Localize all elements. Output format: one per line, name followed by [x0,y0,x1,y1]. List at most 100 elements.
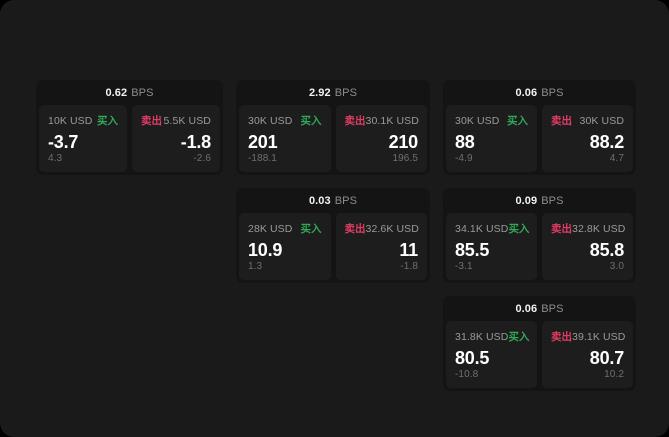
buy-footer-value: -10.8 [455,369,479,380]
buy-amount-label: 31.8K USD [455,330,509,343]
buy-side-label: 买入 [300,115,322,127]
buy-panel[interactable]: 31.8K USD 买入 80.5 -10.8 [446,321,537,388]
buy-panel-header: 10K USD 买入 [48,114,118,128]
buy-amount-label: 34.1K USD [455,222,509,235]
buy-panel[interactable]: 34.1K USD 买入 85.5 -3.1 [446,213,537,280]
buy-panel-header: 28K USD 买入 [248,222,322,236]
sell-value: 80.7 [589,347,624,368]
sell-value: -1.8 [180,131,211,152]
buy-side-label: 买入 [300,223,322,235]
buy-side-label: 买入 [97,115,118,127]
sell-panel-header: 卖出 30.1K USD [344,114,419,128]
sell-side-label: 卖出 [551,331,572,343]
buy-amount-label: 30K USD [248,114,293,127]
sell-panel[interactable]: 卖出 39.1K USD 80.7 10.2 [542,321,633,388]
buy-side-label: 买入 [507,115,528,127]
buy-value: 88 [455,131,475,152]
sell-panel-header: 卖出 5.5K USD [141,114,211,128]
bps-unit-label: BPS [131,86,154,99]
bps-unit-label: BPS [541,86,564,99]
card-body: 30K USD 买入 201 -188.1 卖出 30.1K USD 210 1… [236,105,430,175]
sell-amount-label: 39.1K USD [572,330,626,343]
card-body: 34.1K USD 买入 85.5 -3.1 卖出 32.8K USD 85.8… [443,213,636,283]
card-header: 2.92 BPS [236,80,430,105]
sell-panel-header: 卖出 39.1K USD [551,330,626,344]
quote-card[interactable]: 0.06 BPS 30K USD 买入 88 -4.9 卖出 [443,80,636,175]
quote-card[interactable]: 2.92 BPS 30K USD 买入 201 -188.1 卖出 [236,80,430,175]
quote-column-1: 0.62 BPS 10K USD 买入 -3.7 4.3 卖出 [36,80,223,175]
sell-panel[interactable]: 卖出 32.6K USD 11 -1.8 [335,213,427,280]
buy-panel[interactable]: 28K USD 买入 10.9 1.3 [239,213,331,280]
buy-panel[interactable]: 30K USD 买入 88 -4.9 [446,105,537,172]
sell-footer-value: 196.5 [392,153,418,164]
card-body: 31.8K USD 买入 80.5 -10.8 卖出 39.1K USD 80.… [443,321,636,391]
sell-footer-value: -1.8 [400,261,418,272]
sell-side-label: 卖出 [551,223,572,235]
bps-value: 0.62 [105,86,128,99]
sell-footer-value: -2.6 [193,153,211,164]
sell-amount-label: 30.1K USD [365,114,419,127]
quote-column-3: 0.06 BPS 30K USD 买入 88 -4.9 卖出 [443,80,636,391]
card-header: 0.03 BPS [236,188,430,213]
buy-panel-header: 31.8K USD 买入 [455,330,529,344]
bps-unit-label: BPS [541,194,564,207]
bps-unit-label: BPS [541,302,564,315]
sell-footer-value: 3.0 [609,261,624,272]
sell-value: 11 [399,239,418,260]
quote-card[interactable]: 0.09 BPS 34.1K USD 买入 85.5 -3.1 卖出 [443,188,636,283]
card-header: 0.09 BPS [443,188,636,213]
sell-value: 85.8 [589,239,624,260]
buy-panel-header: 30K USD 买入 [248,114,322,128]
quote-card[interactable]: 0.03 BPS 28K USD 买入 10.9 1.3 卖出 [236,188,430,283]
sell-side-label: 卖出 [141,115,162,127]
buy-value: 80.5 [455,347,490,368]
quote-column-2: 2.92 BPS 30K USD 买入 201 -188.1 卖出 [236,80,430,283]
sell-side-label: 卖出 [344,115,366,127]
quote-card[interactable]: 0.06 BPS 31.8K USD 买入 80.5 -10.8 卖 [443,296,636,391]
sell-panel[interactable]: 卖出 5.5K USD -1.8 -2.6 [132,105,220,172]
buy-footer-value: 1.3 [248,261,263,272]
sell-side-label: 卖出 [344,223,366,235]
buy-panel-header: 30K USD 买入 [455,114,528,128]
sell-value: 210 [388,131,419,152]
bps-value: 0.03 [308,194,331,207]
bps-value: 0.09 [515,194,538,207]
sell-amount-label: 5.5K USD [163,114,211,127]
card-header: 0.06 BPS [443,80,636,105]
card-header: 0.62 BPS [36,80,223,105]
buy-footer-value: -188.1 [248,153,277,164]
buy-footer-value: -3.1 [455,261,473,272]
quote-card[interactable]: 0.62 BPS 10K USD 买入 -3.7 4.3 卖出 [36,80,223,175]
sell-amount-label: 32.6K USD [365,222,419,235]
buy-side-label: 买入 [508,223,530,235]
bps-value: 0.06 [515,302,538,315]
bps-unit-label: BPS [334,86,358,99]
quote-card-grid: 0.62 BPS 10K USD 买入 -3.7 4.3 卖出 [36,80,636,391]
sell-footer-value: 10.2 [604,369,624,380]
sell-panel[interactable]: 卖出 30.1K USD 210 196.5 [335,105,427,172]
sell-panel[interactable]: 卖出 32.8K USD 85.8 3.0 [542,213,633,280]
sell-panel[interactable]: 卖出 30K USD 88.2 4.7 [542,105,633,172]
buy-footer-value: 4.3 [48,153,63,164]
buy-footer-value: -4.9 [455,153,473,164]
sell-amount-label: 30K USD [579,114,624,127]
card-body: 30K USD 买入 88 -4.9 卖出 30K USD 88.2 4.7 [443,105,636,175]
buy-amount-label: 30K USD [455,114,500,127]
buy-value: -3.7 [48,131,79,152]
sell-side-label: 卖出 [551,115,572,127]
buy-amount-label: 28K USD [248,222,293,235]
buy-panel[interactable]: 10K USD 买入 -3.7 4.3 [39,105,127,172]
sell-footer-value: 4.7 [609,153,624,164]
sell-panel-header: 卖出 32.8K USD [551,222,626,236]
bps-value: 2.92 [308,86,331,99]
sell-amount-label: 32.8K USD [572,222,626,235]
card-body: 28K USD 买入 10.9 1.3 卖出 32.6K USD 11 -1.8 [236,213,430,283]
card-header: 0.06 BPS [443,296,636,321]
buy-panel[interactable]: 30K USD 买入 201 -188.1 [239,105,331,172]
bps-value: 0.06 [515,86,538,99]
buy-panel-header: 34.1K USD 买入 [455,222,530,236]
buy-value: 10.9 [248,239,283,260]
buy-value: 85.5 [455,239,490,260]
buy-value: 201 [248,131,278,152]
